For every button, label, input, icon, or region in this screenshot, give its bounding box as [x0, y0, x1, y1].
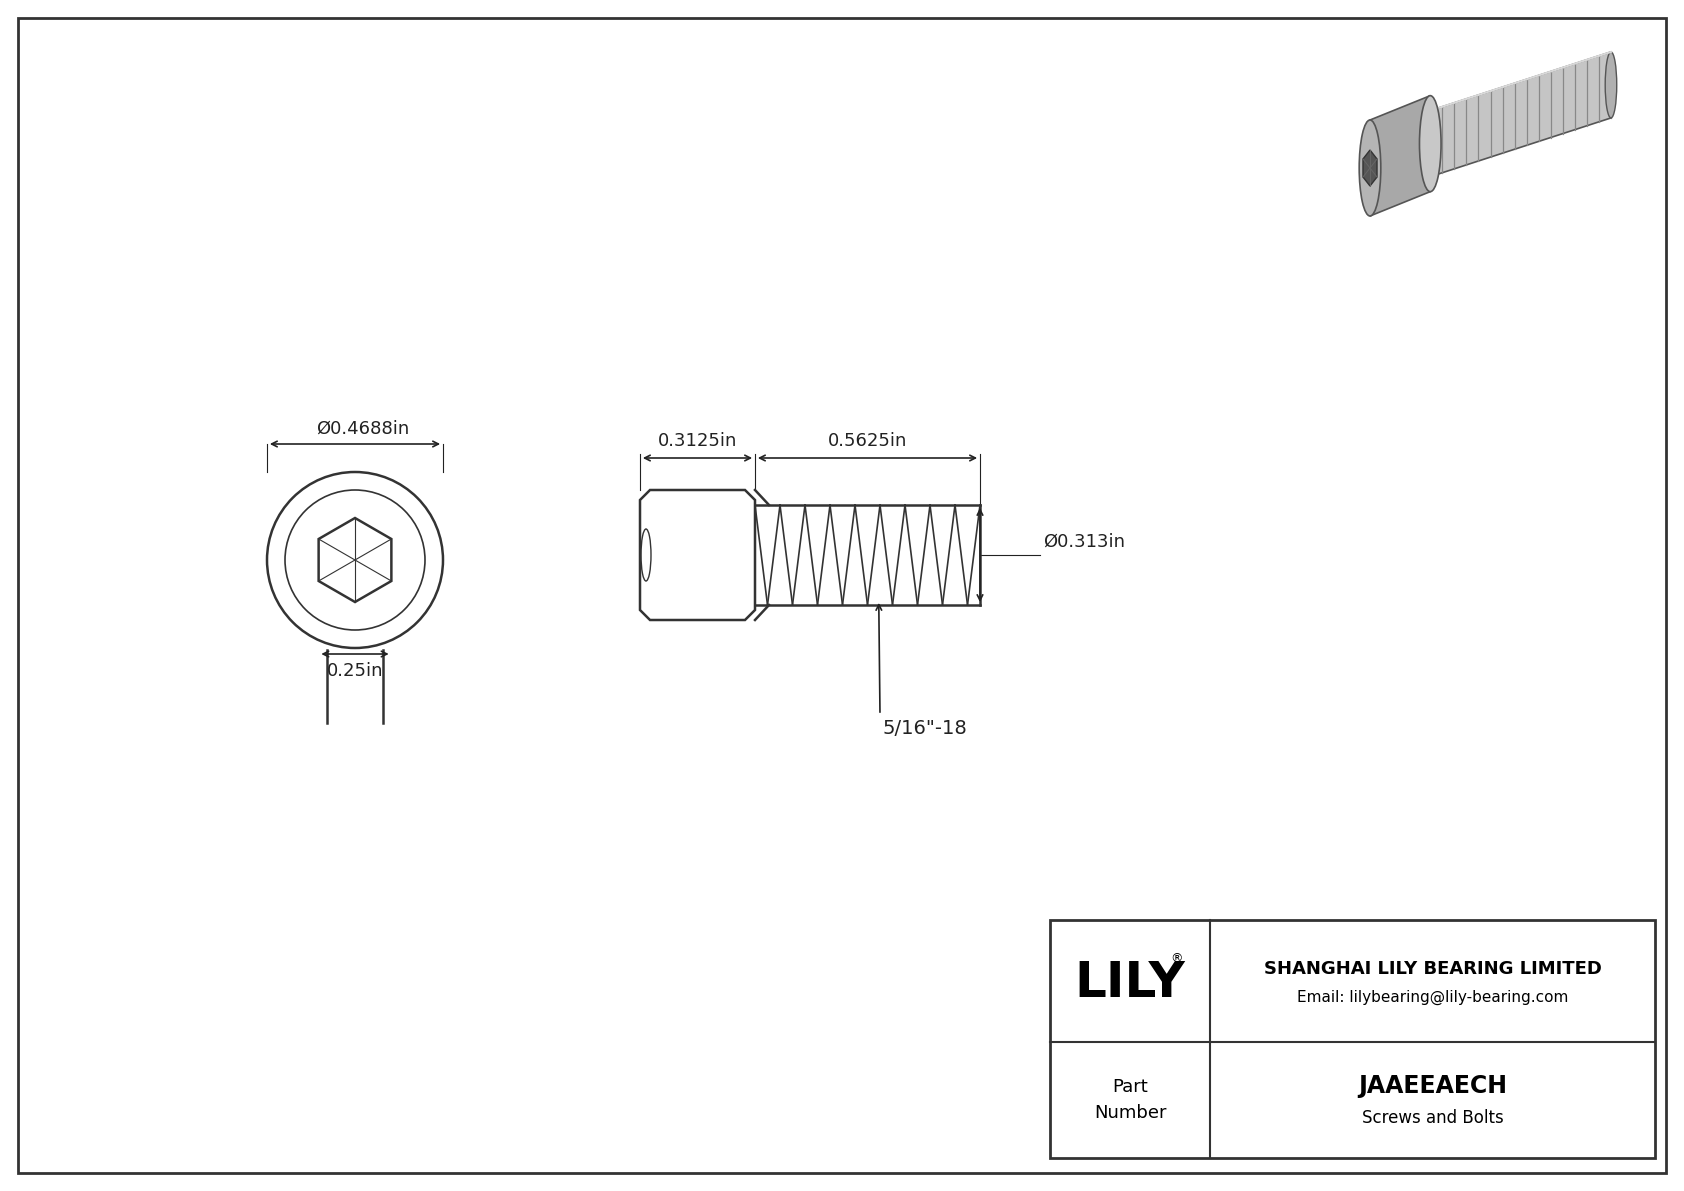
- Polygon shape: [1430, 52, 1612, 176]
- Text: Screws and Bolts: Screws and Bolts: [1362, 1109, 1504, 1127]
- Text: ®: ®: [1170, 953, 1184, 966]
- Text: Ø0.4688in: Ø0.4688in: [317, 420, 409, 438]
- Ellipse shape: [1605, 52, 1617, 118]
- Bar: [1051, 919, 1655, 1158]
- Ellipse shape: [1359, 120, 1381, 216]
- Text: 0.5625in: 0.5625in: [829, 432, 908, 450]
- Text: LILY: LILY: [1074, 959, 1186, 1008]
- Text: Ø0.313in: Ø0.313in: [1042, 534, 1125, 551]
- Polygon shape: [1362, 150, 1378, 186]
- Text: 5/16"-18: 5/16"-18: [882, 719, 967, 738]
- Text: 0.3125in: 0.3125in: [658, 432, 738, 450]
- Text: 0.25in: 0.25in: [327, 662, 384, 680]
- Polygon shape: [1371, 95, 1430, 216]
- Text: SHANGHAI LILY BEARING LIMITED: SHANGHAI LILY BEARING LIMITED: [1263, 960, 1601, 978]
- Text: Email: lilybearing@lily-bearing.com: Email: lilybearing@lily-bearing.com: [1297, 990, 1568, 1004]
- Ellipse shape: [1420, 95, 1442, 192]
- Text: Part
Number: Part Number: [1093, 1079, 1167, 1122]
- Text: JAAEEAECH: JAAEEAECH: [1357, 1074, 1507, 1098]
